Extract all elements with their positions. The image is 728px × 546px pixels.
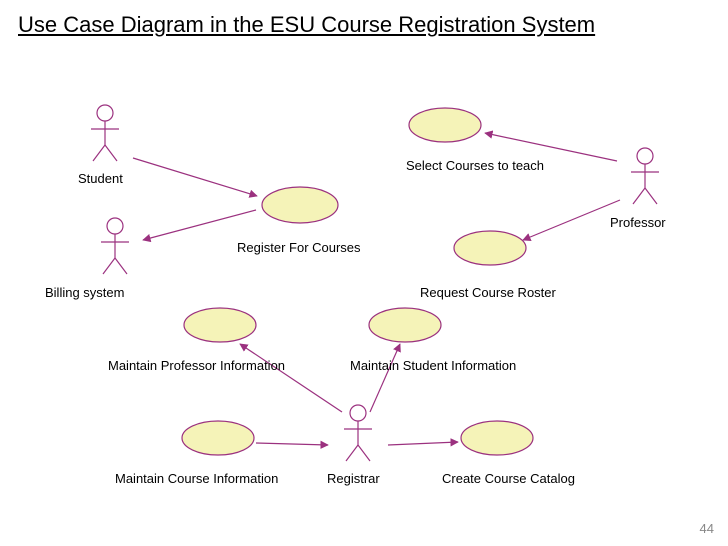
- usecase-label: Maintain Professor Information: [108, 358, 285, 373]
- association-edge: [143, 210, 256, 240]
- actor-figure: [631, 148, 659, 204]
- actor-figure: [344, 405, 372, 461]
- actor-label: Billing system: [45, 285, 124, 300]
- actor-figure: [101, 218, 129, 274]
- usecase-ellipse: [369, 308, 441, 342]
- actor-label: Student: [78, 171, 123, 186]
- usecase-ellipse: [184, 308, 256, 342]
- association-edge: [256, 443, 328, 445]
- usecase-ellipse: [409, 108, 481, 142]
- actor-figure: [91, 105, 119, 161]
- usecase-ellipse: [461, 421, 533, 455]
- association-edge: [388, 442, 458, 445]
- actor-label: Professor: [610, 215, 666, 230]
- usecase-label: Maintain Student Information: [350, 358, 516, 373]
- actor-label: Registrar: [327, 471, 380, 486]
- association-edge: [240, 344, 342, 412]
- usecase-label: Maintain Course Information: [115, 471, 278, 486]
- association-edge: [523, 200, 620, 240]
- usecase-ellipse: [454, 231, 526, 265]
- usecase-label: Select Courses to teach: [406, 158, 544, 173]
- usecase-label: Request Course Roster: [420, 285, 556, 300]
- usecase-ellipse: [262, 187, 338, 223]
- diagram-canvas: [0, 0, 728, 546]
- association-edge: [485, 133, 617, 161]
- usecase-label: Register For Courses: [237, 240, 361, 255]
- usecase-ellipse: [182, 421, 254, 455]
- usecase-label: Create Course Catalog: [442, 471, 575, 486]
- association-edge: [133, 158, 257, 196]
- association-edge: [370, 344, 400, 412]
